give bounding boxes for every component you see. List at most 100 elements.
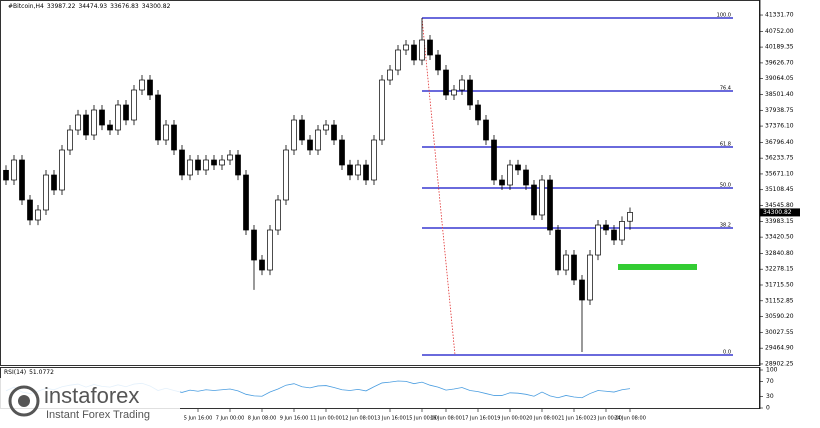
candle-body bbox=[275, 199, 281, 231]
y-tick-label: 36233.75 bbox=[765, 155, 794, 162]
candle-body bbox=[539, 179, 545, 216]
y-tick-label: 40189.35 bbox=[765, 44, 794, 51]
candle-body bbox=[43, 174, 49, 211]
candle-body bbox=[627, 212, 633, 222]
y-tick-label: 36796.40 bbox=[765, 139, 794, 146]
candle-body bbox=[251, 229, 257, 261]
candle-body bbox=[587, 254, 593, 301]
fib-label: 0.0 bbox=[723, 349, 731, 355]
x-tick-label: 13 Jun 16:00 bbox=[374, 416, 406, 422]
candle-body bbox=[139, 79, 145, 91]
candle-body bbox=[131, 89, 137, 121]
candle-body bbox=[91, 109, 97, 136]
candle-body bbox=[547, 179, 553, 231]
rsi-name: RSI(14) bbox=[4, 369, 26, 376]
candle-body bbox=[59, 149, 65, 191]
candle-body bbox=[283, 149, 289, 201]
y-tick-label: 28902.25 bbox=[765, 360, 794, 367]
candle-body bbox=[19, 159, 25, 201]
candle-body bbox=[491, 139, 497, 181]
candle-body bbox=[387, 69, 393, 81]
y-tick-label: 29464.90 bbox=[765, 345, 794, 352]
logo-name: instaforex bbox=[44, 383, 139, 408]
x-tick-label: 7 Jun 00:00 bbox=[216, 416, 245, 422]
y-tick-label: 37376.10 bbox=[765, 123, 794, 130]
candle-body bbox=[211, 159, 217, 166]
fib-label: 61.8 bbox=[720, 141, 731, 147]
rsi-tick-label: 0 bbox=[766, 405, 770, 412]
x-tick-label: 17 Jun 16:00 bbox=[462, 416, 494, 422]
candle-body bbox=[379, 79, 385, 141]
candle-body bbox=[459, 79, 465, 91]
candle-body bbox=[155, 94, 161, 141]
candle-body bbox=[499, 179, 505, 186]
x-tick-label: 23 Jun 00:00 bbox=[590, 416, 622, 422]
candle-body bbox=[227, 154, 233, 161]
candle-body bbox=[347, 164, 353, 176]
rsi-tick-label: 30 bbox=[766, 393, 774, 400]
x-tick-label: 19 Jun 00:00 bbox=[494, 416, 526, 422]
rsi-label: RSI(14) 51.0772 bbox=[4, 369, 54, 376]
support-zone bbox=[618, 264, 697, 270]
candle-body bbox=[523, 169, 529, 186]
x-tick-label: 12 Jun 08:00 bbox=[342, 416, 374, 422]
logo-icon bbox=[8, 385, 40, 417]
candle-body bbox=[467, 79, 473, 106]
plot: 41331.70 40752.00 40189.35 39626.70 39064.05… bbox=[3, 0, 800, 422]
y-tick-label: 38501.40 bbox=[765, 91, 794, 98]
candle-body bbox=[531, 184, 537, 216]
candle-body bbox=[571, 254, 577, 281]
candle-body bbox=[515, 164, 521, 171]
candle-body bbox=[307, 139, 313, 151]
candle-body bbox=[403, 44, 409, 51]
y-tick-label: 32278.15 bbox=[765, 266, 794, 273]
candle-body bbox=[435, 54, 441, 71]
y-tick-label: 30027.55 bbox=[765, 329, 794, 336]
rsi-tick-label: 100 bbox=[766, 367, 778, 374]
candle-body bbox=[195, 159, 201, 171]
candle-body bbox=[115, 104, 121, 131]
y-tick-label: 31715.50 bbox=[765, 281, 794, 288]
main-frame bbox=[0, 0, 760, 366]
x-tick-label: 5 Jun 16:00 bbox=[184, 416, 213, 422]
candle-body bbox=[99, 109, 105, 126]
high: 34474.93 bbox=[78, 3, 107, 10]
fib-label: 50.0 bbox=[720, 183, 731, 189]
logo-icon-core bbox=[18, 395, 30, 407]
candle-body bbox=[75, 114, 81, 131]
price-marker bbox=[760, 208, 800, 217]
y-tick-label: 37938.75 bbox=[765, 107, 794, 114]
y-tick-label: 35671.10 bbox=[765, 170, 794, 177]
candle-body bbox=[315, 129, 321, 151]
candle-body bbox=[563, 254, 569, 271]
candle-body bbox=[339, 139, 345, 166]
candle-body bbox=[123, 104, 129, 121]
x-tick-label: 16 Jun 08:00 bbox=[430, 416, 462, 422]
candle-body bbox=[35, 209, 41, 221]
candle-body bbox=[203, 159, 209, 171]
rsi-value: 51.0772 bbox=[29, 369, 54, 376]
rsi-tick-label: 70 bbox=[766, 378, 774, 385]
candle-body bbox=[507, 164, 513, 186]
y-tick-label: 40752.00 bbox=[765, 28, 794, 35]
candle-body bbox=[323, 124, 329, 131]
y-tick-label: 39064.05 bbox=[765, 75, 794, 82]
y-tick-label: 32840.80 bbox=[765, 250, 794, 257]
candle-body bbox=[451, 89, 457, 96]
fib-label: 76.4 bbox=[720, 86, 731, 92]
candle-body bbox=[179, 149, 185, 176]
candle-body bbox=[395, 49, 401, 71]
candle-body bbox=[419, 39, 425, 61]
candle-body bbox=[259, 259, 265, 271]
open: 33987.22 bbox=[47, 3, 76, 10]
candle-body bbox=[363, 164, 369, 181]
candle-body bbox=[603, 224, 609, 231]
logo-tagline: Instant Forex Trading bbox=[46, 409, 150, 421]
x-tick-label: 11 Jun 00:00 bbox=[310, 416, 342, 422]
candle-body bbox=[483, 119, 489, 141]
y-tick-label: 33983.15 bbox=[765, 218, 794, 225]
y-tick-label: 39626.70 bbox=[765, 59, 794, 66]
symbol: #Bitcoin,H4 bbox=[8, 3, 44, 10]
candle-body bbox=[299, 119, 305, 141]
